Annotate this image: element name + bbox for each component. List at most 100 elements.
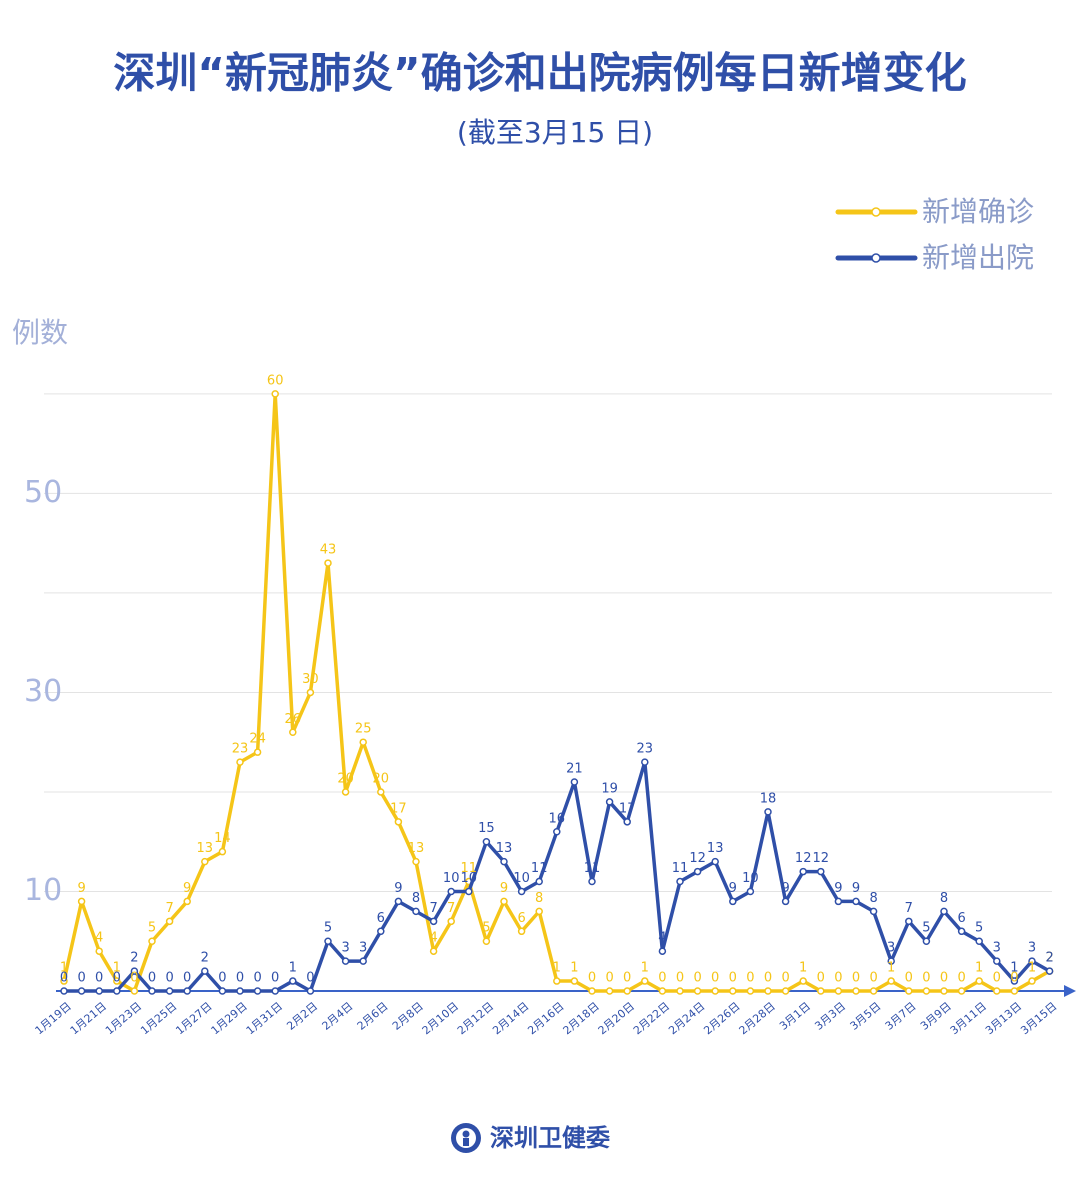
data-label: 0	[905, 971, 913, 986]
data-point	[553, 828, 561, 836]
data-label: 1	[1028, 961, 1036, 976]
data-label: 8	[412, 891, 420, 906]
data-point	[764, 808, 772, 816]
data-label: 6	[957, 911, 965, 926]
data-label: 0	[183, 971, 191, 986]
data-label: 1	[60, 961, 68, 976]
data-label: 18	[760, 791, 777, 806]
data-label: 1	[570, 961, 578, 976]
x-axis-arrow	[1064, 985, 1076, 997]
data-point	[77, 897, 86, 906]
legend-label: 新增出院	[922, 241, 1034, 274]
data-label: 0	[764, 971, 772, 986]
data-point	[377, 927, 385, 936]
data-point	[799, 867, 807, 876]
data-label: 3	[341, 941, 349, 956]
data-label: 1	[799, 961, 807, 976]
data-point	[253, 748, 262, 756]
x-tick-label: 1月25日	[138, 1000, 179, 1038]
data-label: 0	[165, 971, 173, 986]
data-label: 5	[975, 921, 983, 936]
logo-head	[462, 1130, 470, 1138]
data-label: 1	[289, 961, 297, 976]
data-label: 4	[658, 931, 666, 946]
data-point	[1045, 967, 1054, 975]
data-point	[201, 857, 209, 866]
data-point	[148, 937, 156, 945]
data-point	[218, 987, 227, 995]
legend-marker	[871, 207, 881, 217]
data-label: 7	[429, 901, 437, 916]
data-label: 0	[852, 971, 860, 986]
data-point	[394, 818, 403, 826]
series	[60, 390, 1054, 995]
data-label: 1	[113, 961, 121, 976]
data-label: 14	[214, 831, 231, 846]
data-point	[306, 987, 315, 995]
data-label: 0	[957, 971, 965, 986]
data-label: 25	[355, 722, 372, 737]
data-label: 60	[267, 373, 284, 388]
data-point	[781, 897, 790, 906]
data-point	[641, 977, 649, 985]
series	[60, 758, 1054, 995]
data-label: 13	[496, 841, 513, 856]
data-label: 11	[531, 861, 548, 876]
data-point	[605, 987, 614, 995]
data-label: 9	[77, 881, 85, 896]
x-tick-label: 1月23日	[103, 1000, 144, 1038]
data-label: 3	[359, 941, 367, 956]
data-label: 5	[324, 921, 332, 936]
data-point	[693, 867, 702, 876]
x-tick-label: 1月21日	[68, 1000, 109, 1038]
data-label: 0	[817, 971, 825, 986]
data-label: 24	[249, 732, 266, 747]
x-tick-label: 3月15日	[1018, 1000, 1059, 1038]
data-label: 0	[658, 971, 666, 986]
data-label: 12	[813, 851, 830, 866]
data-label: 0	[623, 971, 631, 986]
data-point	[148, 987, 156, 995]
data-label: 0	[676, 971, 684, 986]
data-point	[201, 967, 209, 975]
data-label: 17	[619, 801, 636, 816]
data-label: 0	[693, 971, 701, 986]
data-label: 10	[461, 871, 478, 886]
data-label: 1	[1010, 961, 1018, 976]
data-label: 0	[781, 971, 789, 986]
data-point	[975, 977, 983, 985]
data-label: 11	[461, 861, 478, 876]
data-label: 0	[95, 971, 103, 986]
data-point	[869, 907, 878, 916]
data-label: 5	[922, 921, 930, 936]
data-label: 0	[218, 971, 226, 986]
chart-title: 深圳“新冠肺炎”确诊和出院病例每日新增变化	[113, 49, 966, 98]
data-point	[95, 947, 103, 955]
data-point	[412, 907, 420, 916]
data-point	[993, 987, 1001, 995]
data-point	[77, 987, 86, 995]
data-point	[817, 867, 825, 876]
data-point	[834, 987, 843, 995]
x-tick-label: 2月22日	[631, 1000, 672, 1038]
x-tick-label: 2月14日	[490, 1000, 531, 1038]
data-label: 21	[566, 762, 583, 777]
data-label: 0	[746, 971, 754, 986]
x-tick-label: 2月16日	[525, 1000, 566, 1038]
data-point	[341, 957, 350, 965]
x-tick-label: 3月3日	[812, 1000, 848, 1033]
data-point	[887, 957, 895, 965]
data-label: 1	[887, 961, 895, 976]
data-point	[482, 937, 491, 945]
x-tick-label: 1月29日	[209, 1000, 250, 1038]
data-point	[429, 947, 438, 955]
data-label: 19	[601, 781, 618, 796]
y-tick-label: 30	[24, 674, 62, 709]
data-label: 9	[729, 881, 737, 896]
x-tick-label: 2月6日	[355, 1000, 391, 1033]
data-label: 0	[1010, 971, 1018, 986]
data-label: 4	[95, 931, 103, 946]
data-point	[359, 957, 367, 965]
data-point	[799, 977, 807, 985]
data-label: 13	[197, 841, 214, 856]
